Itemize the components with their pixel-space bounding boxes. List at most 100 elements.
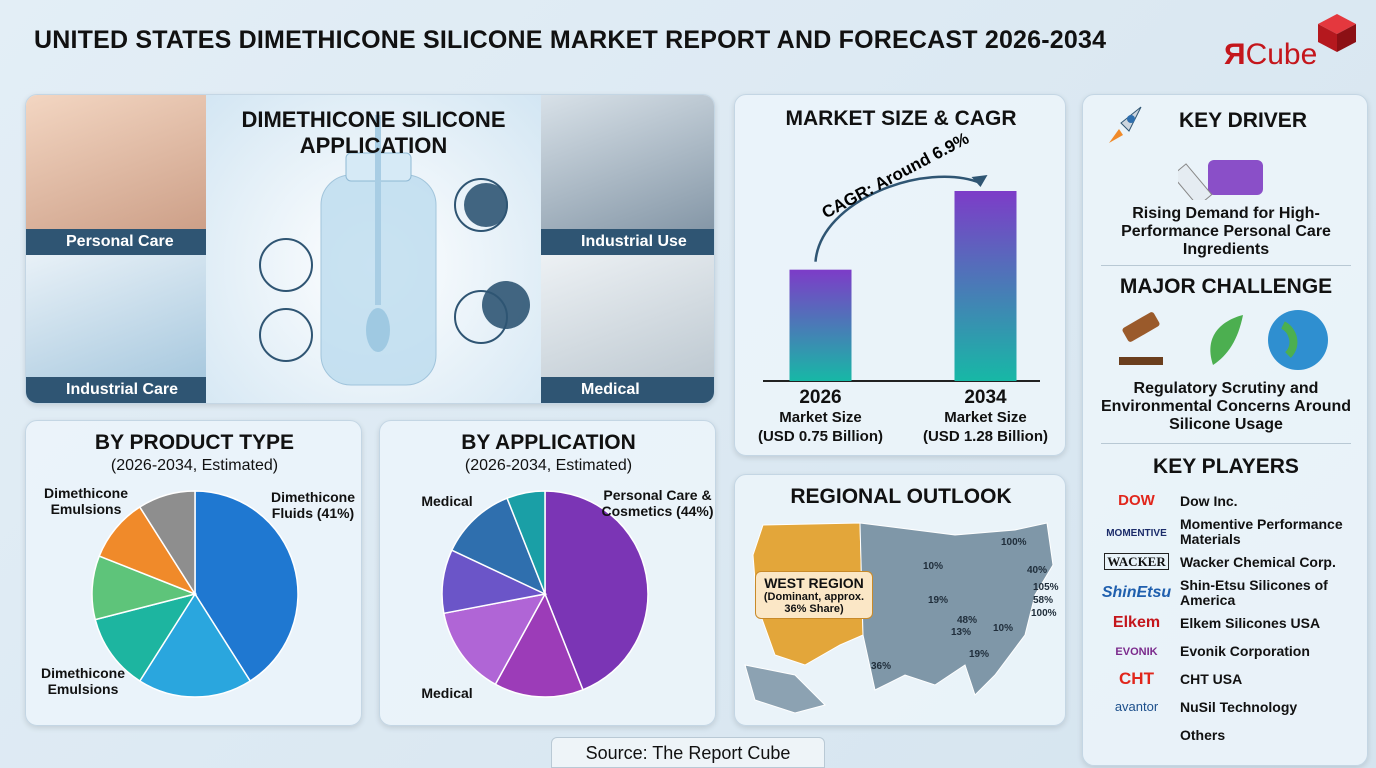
chart-title: BY PRODUCT TYPE — [94, 431, 295, 454]
callout-text: (Dominant, approx. 36% Share) — [763, 591, 865, 615]
logo-mark: Я — [1224, 38, 1246, 71]
logo: ЯCube — [1224, 38, 1317, 72]
region-callout: WEST REGION (Dominant, approx. 36% Share… — [755, 571, 873, 619]
player-logo: Elkem — [1112, 614, 1161, 631]
player-logo: CHT — [1119, 669, 1154, 688]
cream-icon — [1178, 160, 1263, 200]
chart-subtitle: (2026-2034, Estimated) — [110, 457, 279, 474]
player-name: NuSil Technology — [1180, 698, 1298, 715]
rocket-icon — [1109, 106, 1142, 143]
chart-subtitle: (2026-2034, Estimated) — [464, 457, 633, 474]
player-logo-box: DOW — [1093, 492, 1180, 510]
player-logo-box: ShinEtsu — [1093, 584, 1180, 602]
pie-chart — [441, 490, 649, 698]
region-label: 48% — [957, 615, 978, 626]
slice-label: Dimethicone Emulsions — [40, 665, 125, 697]
region-label: 100% — [1001, 537, 1027, 548]
region-label: 105% — [1033, 582, 1059, 593]
player-logo: MOMENTIVE — [1106, 527, 1167, 539]
player-row: EVONIK Evonik Corporation — [1093, 637, 1363, 665]
application-label: Industrial Use — [541, 229, 714, 255]
player-row: avantor NuSil Technology — [1093, 693, 1363, 721]
value-label: (USD 0.75 Billion) — [757, 428, 884, 445]
value-label: (USD 1.28 Billion) — [922, 428, 1049, 445]
player-name: CHT USA — [1180, 670, 1243, 687]
application-label: Industrial Care — [26, 377, 206, 403]
player-name: Momentive Performance Materials — [1180, 515, 1343, 547]
category-label: 2026 — [799, 387, 842, 408]
player-row: MOMENTIVE Momentive Performance Materials — [1093, 515, 1363, 548]
region-label: 10% — [993, 623, 1014, 634]
player-name: Evonik Corporation — [1180, 642, 1310, 659]
key-driver-text: Rising Demand for High-Performance Perso… — [1121, 205, 1331, 258]
region-label: 40% — [1027, 565, 1048, 576]
category-sublabel: Market Size — [779, 409, 862, 426]
player-row: Elkem Elkem Silicones USA — [1093, 609, 1363, 637]
pie-slice — [450, 497, 547, 596]
player-logo: WACKER — [1104, 553, 1169, 570]
bar — [789, 269, 852, 381]
image-personal-care — [26, 95, 206, 250]
slice-label: Personal Care & Cosmetics (44%) — [601, 487, 714, 519]
region-label: 10% — [923, 561, 944, 572]
region-label: 13% — [951, 627, 972, 638]
logo-cube — [1318, 14, 1356, 52]
pie-slice — [138, 592, 252, 698]
pie-slice — [506, 490, 546, 595]
player-logo: EVONIK — [1115, 646, 1158, 658]
cagr-arrow — [814, 175, 981, 262]
player-logo-box: EVONIK — [1093, 642, 1180, 660]
player-logo-box: CHT — [1093, 669, 1180, 689]
player-row: CHT CHT USA — [1093, 665, 1363, 693]
player-logo-box: Elkem — [1093, 614, 1180, 632]
slice-label: Medical — [421, 493, 473, 509]
player-name: Shin-Etsu Silicones of America — [1180, 576, 1328, 608]
pie-slice — [138, 490, 196, 597]
player-logo: DOW — [1118, 492, 1155, 509]
application-panel: DIMETHICONE SILICONE APPLICATION Persona… — [25, 94, 715, 404]
category-sublabel: Market Size — [944, 409, 1027, 426]
player-name: Wacker Chemical Corp. — [1180, 553, 1336, 570]
bar-chart: CAGR: Around 6.9% — [763, 129, 1040, 382]
player-logo: ShinEtsu — [1101, 583, 1172, 601]
cagr-annotation: CAGR: Around 6.9% — [819, 129, 972, 223]
player-name: Dow Inc. — [1180, 492, 1238, 509]
us-map — [744, 522, 1054, 714]
region-label: 19% — [969, 649, 990, 660]
application-label: Medical — [541, 377, 714, 403]
player-row: Others — [1093, 721, 1363, 749]
region-label: 100% — [1031, 608, 1057, 619]
player-logo-box: MOMENTIVE — [1093, 523, 1180, 541]
sidebar: KEY DRIVER Rising Demand for High-Perfor… — [1082, 94, 1368, 766]
chart-title: MARKET SIZE & CAGR — [785, 107, 1017, 130]
market-size-panel: MARKET SIZE & CAGR CAGR: Around 6.9% 2026 M… — [734, 94, 1066, 456]
application-pie-panel: BY APPLICATION (2026-2034, Estimated) Pers… — [379, 420, 716, 726]
pie-slice — [494, 592, 584, 698]
application-label: Personal Care — [26, 229, 206, 255]
region-label: 36% — [871, 661, 892, 672]
arrow-head — [971, 175, 988, 187]
logo-text: Cube — [1245, 38, 1318, 71]
players-list: DOW Dow Inc. MOMENTIVE Momentive Performanc… — [1093, 487, 1363, 749]
callout-title: WEST REGION — [764, 575, 864, 591]
player-logo-box: WACKER — [1093, 553, 1180, 571]
image-industrial-use — [541, 95, 714, 250]
player-row: WACKER Wacker Chemical Corp. — [1093, 548, 1363, 576]
player-name: Others — [1180, 726, 1226, 743]
application-title: DIMETHICONE SILICONE APPLICATION — [241, 107, 506, 158]
players-title: KEY PLAYERS — [1153, 455, 1299, 478]
source: Source: The Report Cube — [551, 737, 825, 768]
challenge-text: Regulatory Scrutiny and Environmental Co… — [1100, 380, 1352, 433]
chart-title: BY APPLICATION — [461, 431, 636, 454]
player-row: DOW Dow Inc. — [1093, 487, 1363, 515]
pie-slice — [544, 490, 649, 691]
player-name: Elkem Silicones USA — [1180, 614, 1321, 631]
player-logo-box: avantor — [1093, 698, 1180, 716]
player-row: ShinEtsu Shin-Etsu Silicones of America — [1093, 576, 1363, 609]
player-logo: avantor — [1114, 699, 1159, 714]
region-label: 58% — [1033, 595, 1054, 606]
divider — [1101, 265, 1351, 266]
slice-label: Dimethicone Emulsions — [43, 485, 128, 517]
page-title: UNITED STATES DIMETHICONE SILICONE MARKE… — [34, 26, 1107, 54]
